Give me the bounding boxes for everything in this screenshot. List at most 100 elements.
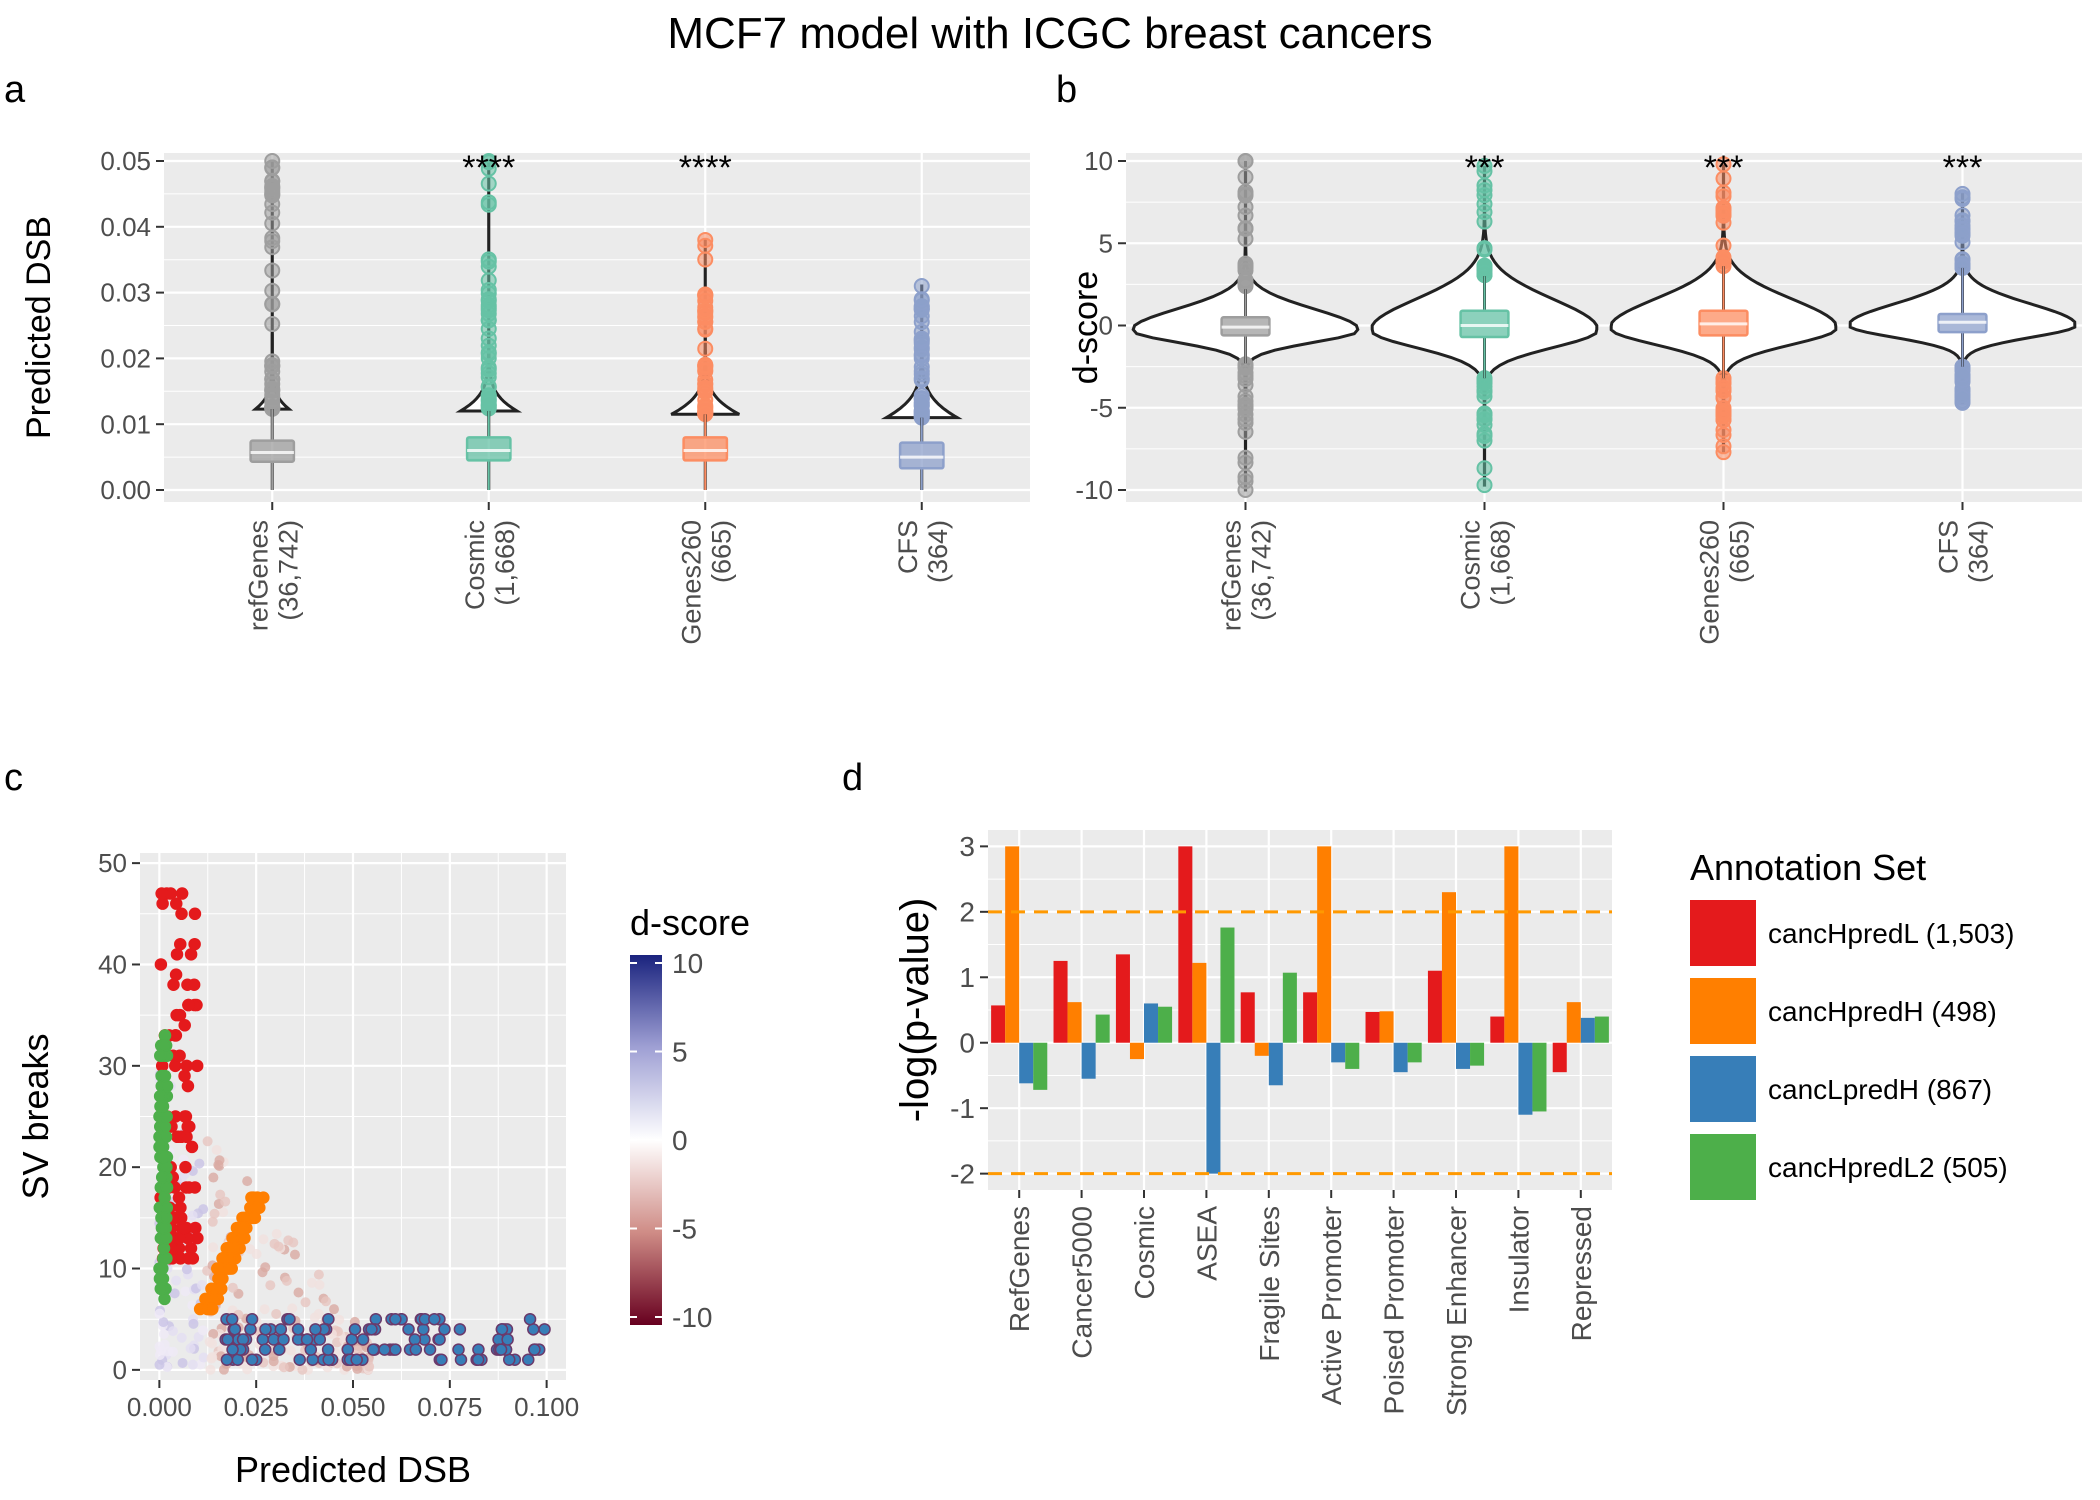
scatter-point-background bbox=[329, 1304, 340, 1315]
y-tick-label: 3 bbox=[959, 831, 975, 862]
scatter-point-cancLpredH bbox=[417, 1323, 430, 1336]
x-tick-label: Cosmic bbox=[1129, 1206, 1160, 1299]
bar-cancHpredH bbox=[1566, 1002, 1581, 1043]
legend-title: Annotation Set bbox=[1690, 847, 1926, 888]
outlier-point bbox=[697, 302, 714, 319]
outlier-point bbox=[697, 287, 714, 304]
y-tick-label: 0.02 bbox=[100, 344, 151, 374]
scatter-point-cancHpredL bbox=[173, 1231, 186, 1245]
scatter-point-cancHpredL bbox=[181, 1120, 194, 1133]
outlier-point bbox=[480, 281, 497, 298]
scatter-point-cancHpredL2 bbox=[157, 1242, 171, 1255]
scatter-point-cancLpredH bbox=[322, 1353, 335, 1366]
outlier-point bbox=[264, 316, 281, 333]
scatter-point-cancHpredL2 bbox=[158, 1120, 172, 1133]
y-tick-label: 20 bbox=[98, 1152, 127, 1182]
scatter-point-cancLpredH bbox=[283, 1312, 296, 1326]
scatter-point-background bbox=[273, 1241, 284, 1252]
outlier-point bbox=[1237, 468, 1254, 485]
outlier-point bbox=[1237, 220, 1254, 237]
scatter-point-cancLpredH bbox=[313, 1333, 327, 1346]
x-tick-label-name: Genes260 bbox=[1695, 520, 1725, 645]
scatter-point-background bbox=[194, 1158, 205, 1169]
y-axis-title: d-score bbox=[1067, 271, 1105, 384]
y-tick-label: 10 bbox=[98, 1254, 127, 1284]
outlier-point bbox=[480, 251, 497, 268]
scatter-point-background bbox=[306, 1277, 317, 1288]
scatter-point-cancLpredH bbox=[501, 1333, 514, 1346]
scatter-point-cancLpredH bbox=[538, 1323, 551, 1336]
scatter-point-background bbox=[352, 1345, 363, 1356]
bar-cancHpredL2 bbox=[1282, 972, 1297, 1043]
bar-cancHpredH bbox=[1504, 846, 1519, 1043]
scatter-point-background bbox=[158, 1317, 169, 1328]
x-tick-label-name: refGenes bbox=[1217, 520, 1247, 631]
box-Cosmic bbox=[465, 436, 512, 462]
scatter-point-background bbox=[205, 1364, 216, 1375]
scatter-point-cancHpredH bbox=[235, 1221, 249, 1235]
scatter-point-cancHpredL bbox=[172, 1191, 186, 1204]
scatter-point-cancHpredL bbox=[182, 1181, 196, 1194]
legend-swatch-cancHpredL bbox=[1690, 900, 1756, 966]
scatter-point-background bbox=[313, 1269, 324, 1280]
scatter-point-cancLpredH bbox=[221, 1333, 234, 1346]
x-tick-label-name: CFS bbox=[1934, 520, 1964, 574]
scatter-point-cancLpredH bbox=[452, 1343, 465, 1356]
scatter-point-background bbox=[185, 1343, 196, 1354]
scatter-point-cancHpredL bbox=[188, 907, 202, 921]
bar-cancHpredL bbox=[991, 1005, 1006, 1043]
scatter-point-cancHpredL bbox=[167, 978, 180, 991]
scatter-point-cancLpredH bbox=[402, 1323, 415, 1336]
x-tick-label-count: (665) bbox=[1725, 520, 1755, 583]
outlier-point bbox=[1237, 169, 1254, 186]
y-tick-label: -1 bbox=[950, 1093, 975, 1124]
scatter-point-cancHpredL2 bbox=[153, 1140, 167, 1154]
scatter-point-cancLpredH bbox=[438, 1323, 451, 1336]
box-CFS bbox=[898, 441, 945, 470]
y-tick-label: 5 bbox=[1099, 228, 1113, 258]
scatter-point-background bbox=[313, 1308, 324, 1319]
scatter-point-background bbox=[300, 1297, 311, 1308]
scatter-point-cancHpredL bbox=[174, 937, 187, 951]
scatter-point-cancLpredH bbox=[236, 1333, 250, 1346]
scatter-point-background bbox=[198, 1204, 209, 1215]
scatter-point-cancLpredH bbox=[365, 1323, 378, 1336]
x-axis-title: Predicted DSB bbox=[235, 1449, 471, 1490]
bar-cancHpredL bbox=[1240, 992, 1255, 1043]
scatter-point-cancHpredL2 bbox=[157, 1039, 170, 1052]
scatter-point-background bbox=[207, 1216, 218, 1227]
scatter-point-cancHpredH bbox=[248, 1211, 262, 1225]
y-tick-label: -2 bbox=[950, 1158, 975, 1189]
colorbar-title: d-score bbox=[630, 902, 750, 943]
scatter-point-cancHpredL bbox=[173, 1049, 186, 1062]
scatter-point-cancLpredH bbox=[220, 1353, 234, 1366]
x-tick-label: Fragile Sites bbox=[1254, 1206, 1285, 1362]
x-tick-label: Active Promoter bbox=[1316, 1206, 1347, 1405]
x-tick-label: Strong Enhancer bbox=[1441, 1206, 1472, 1416]
x-tick-label: ASEA bbox=[1191, 1206, 1222, 1281]
scatter-point-background bbox=[169, 1288, 180, 1299]
outlier-point bbox=[264, 182, 281, 199]
x-tick-label-count: (1,668) bbox=[1486, 520, 1516, 606]
scatter-point-cancHpredL2 bbox=[160, 1079, 174, 1093]
bar-cancHpredH bbox=[1067, 1002, 1082, 1043]
outlier-point bbox=[1237, 258, 1254, 275]
scatter-point-cancHpredL bbox=[173, 1008, 187, 1022]
scatter-point-cancHpredL bbox=[175, 887, 189, 900]
bar-cancHpredL bbox=[1490, 1016, 1505, 1043]
bar-cancHpredL bbox=[1365, 1011, 1380, 1043]
scatter-point-background bbox=[297, 1364, 308, 1375]
scatter-point-background bbox=[204, 1336, 215, 1347]
outlier-point bbox=[1476, 187, 1493, 204]
outlier-point bbox=[697, 357, 714, 374]
scatter-point-cancHpredL bbox=[182, 998, 195, 1012]
scatter-point-cancHpredL2 bbox=[158, 1221, 171, 1235]
y-axis-title: SV breaks bbox=[15, 1033, 56, 1199]
scatter-point-background bbox=[320, 1296, 331, 1307]
scatter-point-cancLpredH bbox=[341, 1343, 355, 1356]
scatter-point-cancLpredH bbox=[231, 1353, 244, 1366]
bar-cancHpredH bbox=[1129, 1042, 1144, 1060]
y-tick-label: 0.05 bbox=[100, 146, 151, 176]
scatter-point-cancLpredH bbox=[225, 1312, 239, 1326]
scatter-point-cancHpredL bbox=[179, 1160, 192, 1174]
